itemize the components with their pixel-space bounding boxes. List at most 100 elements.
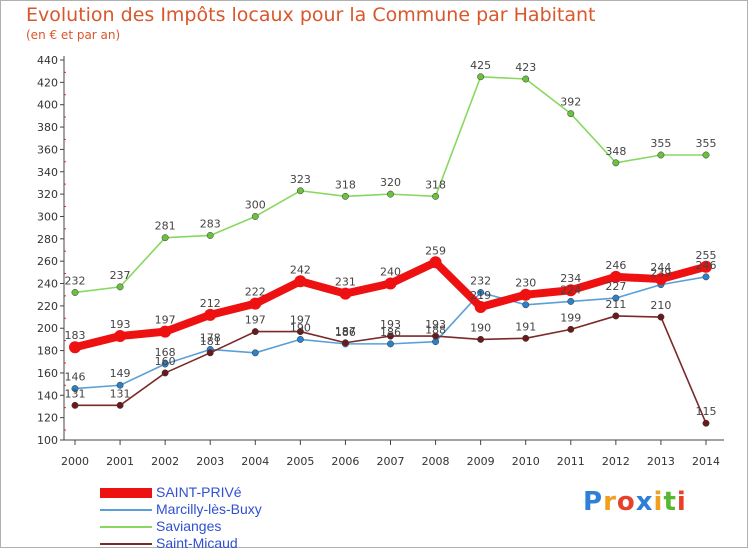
data-point (432, 332, 440, 340)
data-label: 300 (245, 198, 266, 211)
data-label: 186 (335, 326, 356, 339)
data-label: 244 (650, 261, 671, 274)
data-point (432, 192, 440, 200)
y-tick-label: 220 (37, 300, 58, 313)
data-point (341, 339, 349, 347)
data-label: 186 (380, 326, 401, 339)
data-point (384, 277, 397, 290)
x-tick-label: 2004 (241, 455, 269, 468)
data-label: 232 (470, 274, 491, 287)
legend-label-marcilly: Marcilly-lès-Buxy (156, 501, 262, 517)
legend-item-savianges: Savianges (100, 518, 262, 535)
data-label: 281 (155, 220, 176, 233)
data-label: 246 (605, 259, 626, 272)
data-label: 115 (696, 405, 717, 418)
legend-label-saint-prive: SAINT-PRIVé (156, 484, 242, 500)
data-point (702, 419, 710, 427)
data-label: 146 (65, 371, 86, 384)
data-label: 193 (380, 318, 401, 331)
data-label: 232 (65, 274, 86, 287)
axis-layer: 100 120 140 160 180 200 220 240 260 280 300 320 340 3… (37, 54, 724, 468)
data-label: 193 (425, 318, 446, 331)
logo-letter: x (635, 487, 654, 517)
data-point (567, 297, 575, 305)
data-label-layer: 232 237 281 283 300 323 318 320 318 425 423 392 348 3… (65, 59, 717, 418)
data-point (609, 270, 622, 283)
data-label: 131 (110, 387, 131, 400)
legend-swatch-marcilly (100, 508, 152, 511)
legend: SAINT-PRIVé Marcilly-lès-Buxy Savianges … (100, 484, 262, 552)
data-label: 210 (650, 299, 671, 312)
y-tick-label: 100 (37, 434, 58, 447)
data-point (567, 110, 575, 118)
data-label: 212 (200, 297, 221, 310)
data-label: 197 (290, 314, 311, 327)
data-point (294, 275, 307, 288)
x-tick-label: 2009 (467, 455, 495, 468)
data-point (522, 75, 530, 83)
data-point (612, 294, 620, 302)
y-tick-label: 300 (37, 210, 58, 223)
data-label: 168 (155, 346, 176, 359)
data-label: 131 (65, 387, 86, 400)
chart-title: Evolution des Impôts locaux pour la Comm… (26, 4, 596, 26)
y-tick-label: 140 (37, 389, 58, 402)
data-label: 259 (425, 244, 446, 257)
data-label: 193 (110, 318, 131, 331)
data-label: 160 (155, 355, 176, 368)
logo-letter: i (653, 487, 664, 517)
x-tick-label: 2012 (602, 455, 630, 468)
data-label: 183 (65, 329, 86, 342)
data-point (116, 283, 124, 291)
proxiti-logo: Proxiti (583, 487, 687, 517)
y-tick-label: 360 (37, 143, 58, 156)
data-point (296, 328, 304, 336)
y-tick-label: 340 (37, 166, 58, 179)
data-label: 318 (425, 178, 446, 191)
legend-swatch-saint-micaud (100, 542, 152, 545)
chart-subtitle: (en € et par an) (26, 28, 121, 42)
data-point (564, 284, 577, 297)
logo-letter: t (663, 487, 677, 517)
data-label: 425 (470, 59, 491, 72)
data-label: 191 (515, 320, 536, 333)
data-label: 323 (290, 173, 311, 186)
data-point (612, 159, 620, 167)
data-point (116, 381, 124, 389)
data-point (251, 349, 259, 357)
data-point (702, 273, 710, 281)
data-point (114, 330, 127, 343)
y-tick-label: 200 (37, 322, 58, 335)
x-tick-label: 2013 (647, 455, 675, 468)
y-tick-label: 400 (37, 99, 58, 112)
y-tick-label: 120 (37, 412, 58, 425)
data-label: 348 (605, 145, 626, 158)
data-label: 240 (380, 266, 401, 279)
data-point (206, 232, 214, 239)
data-point (612, 312, 620, 320)
data-label: 181 (200, 335, 221, 348)
logo-letter: P (583, 487, 604, 517)
x-tick-label: 2003 (196, 455, 224, 468)
data-point (474, 301, 487, 313)
legend-label-savianges: Savianges (156, 518, 222, 534)
data-point (522, 334, 530, 342)
data-point (251, 328, 259, 336)
data-label: 199 (560, 311, 581, 324)
data-label: 246 (696, 259, 717, 272)
data-point (296, 187, 304, 195)
data-label: 222 (245, 286, 266, 299)
data-label: 149 (110, 367, 131, 380)
data-point (567, 325, 575, 333)
legend-label-saint-micaud: Saint-Micaud (156, 535, 238, 551)
data-point (700, 260, 712, 273)
data-point (341, 192, 349, 200)
data-point (71, 289, 79, 296)
data-label: 237 (110, 269, 131, 282)
data-label: 355 (696, 137, 717, 150)
y-tick-label: 240 (37, 278, 58, 291)
data-point (159, 325, 172, 338)
data-label: 320 (380, 176, 401, 189)
data-label: 242 (290, 263, 311, 276)
